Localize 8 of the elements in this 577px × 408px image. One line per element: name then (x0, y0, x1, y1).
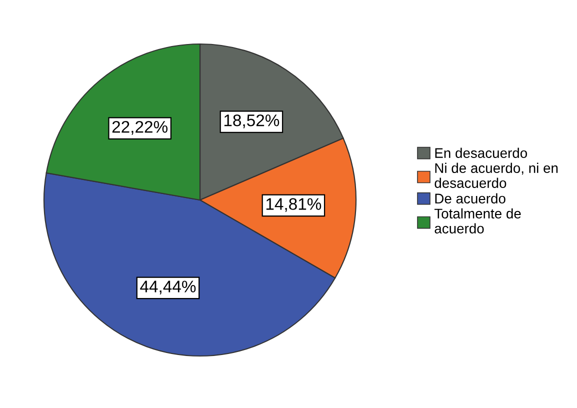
data-label: 22,22% (112, 120, 168, 135)
legend-label: En desacuerdo (435, 148, 528, 158)
legend-label: De acuerdo (435, 193, 506, 204)
data-label: 18,52% (224, 114, 280, 128)
data-label: 44,44% (140, 280, 196, 294)
legend-label: Ni de acuerdo, ni en desacuerdo (434, 162, 558, 188)
data-label: 14,81% (266, 198, 322, 212)
legend-label: Totalmente de acuerdo (434, 208, 521, 234)
